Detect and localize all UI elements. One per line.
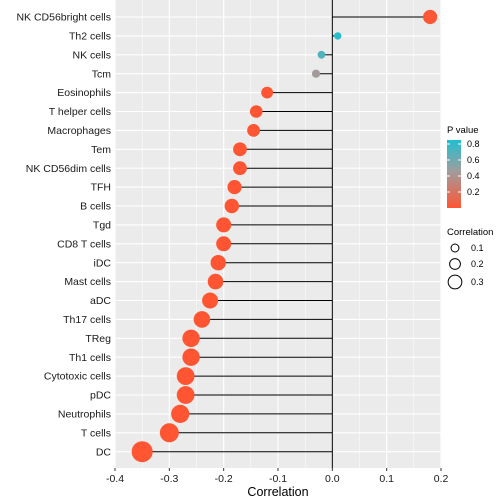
data-point [171, 404, 190, 423]
data-point [311, 69, 321, 78]
data-point [159, 423, 179, 443]
data-point [176, 386, 195, 404]
category-label: iDC [94, 257, 112, 269]
category-label: NK CD56dim cells [26, 163, 111, 175]
size-legend-label: 0.1 [471, 243, 484, 253]
category-label: TFH [91, 182, 111, 194]
category-label: Neutrophils [58, 409, 111, 421]
data-point [176, 367, 195, 385]
size-legend-circle [447, 274, 463, 290]
p-value-legend: P value 0.2 0.4 0.6 0.8 [447, 125, 480, 208]
size-legend-label: 0.3 [471, 277, 484, 287]
category-labels: NK CD56bright cells Th2 cells NK cells Tcm E… [16, 12, 111, 459]
category-label: T helper cells [49, 106, 111, 118]
category-label: Th17 cells [63, 314, 111, 326]
p-value-colorbar [447, 140, 461, 208]
category-label: TReg [85, 333, 111, 345]
category-label: Eosinophils [57, 87, 111, 99]
size-legend-title: Correlation [447, 227, 493, 238]
x-axis-title: Correlation [247, 485, 308, 499]
category-label: CD8 T cells [57, 238, 111, 250]
colorbar-tick-label: 0.4 [467, 171, 480, 181]
size-legend-circle [449, 258, 461, 270]
data-point [182, 348, 200, 366]
data-point [182, 329, 200, 347]
data-point [193, 311, 211, 328]
x-tick-label: -0.2 [215, 473, 233, 485]
x-tick-label: 0.2 [434, 473, 449, 485]
category-label: aDC [90, 295, 111, 307]
data-point [216, 236, 232, 252]
colorbar-tick-label: 0.8 [467, 139, 480, 149]
category-label: B cells [80, 201, 111, 213]
x-tick-labels: -0.4 -0.3 -0.2 -0.1 0.0 0.1 0.2 [106, 468, 448, 485]
data-point [233, 161, 247, 176]
p-value-legend-title: P value [447, 125, 479, 136]
correlation-size-legend: Correlation 0.1 0.2 0.3 [447, 227, 493, 290]
category-label: NK cells [72, 49, 111, 61]
data-point [249, 105, 263, 118]
x-tick-label: -0.3 [160, 473, 178, 485]
category-label: Tcm [92, 68, 112, 80]
category-label: Macrophages [47, 125, 111, 137]
data-point [207, 273, 224, 290]
p-value-legend-ticks: 0.2 0.4 0.6 0.8 [447, 139, 480, 197]
x-tick-label: -0.4 [106, 473, 124, 485]
category-label: Tgd [93, 220, 111, 232]
category-label: Mast cells [64, 276, 111, 288]
category-label: NK CD56bright cells [16, 12, 111, 24]
data-point [202, 292, 219, 309]
data-point [334, 32, 342, 40]
size-legend-label: 0.2 [471, 259, 484, 269]
category-label: Th1 cells [69, 352, 111, 364]
stems [142, 16, 431, 453]
data-point [210, 255, 226, 271]
data-point [224, 198, 240, 214]
size-legend-circle [450, 243, 460, 253]
category-label: T cells [81, 427, 111, 439]
x-tick-label: 0.1 [379, 473, 394, 485]
colorbar-tick-label: 0.2 [467, 187, 480, 197]
category-label: Th2 cells [69, 31, 111, 43]
data-point [261, 86, 274, 99]
category-label: Cytotoxic cells [44, 371, 111, 383]
category-label: DC [96, 446, 112, 458]
points [131, 9, 438, 463]
data-point [131, 441, 153, 463]
data-point [423, 9, 438, 25]
data-point [227, 180, 242, 195]
category-label: Tem [91, 144, 111, 156]
x-tick-label: -0.1 [269, 473, 287, 485]
size-legend-items: 0.1 0.2 0.3 [447, 243, 484, 290]
data-point [317, 50, 326, 59]
data-point [233, 142, 247, 157]
colorbar-tick-label: 0.6 [467, 155, 480, 165]
category-label: pDC [90, 390, 111, 402]
data-point [216, 217, 232, 233]
x-tick-label: 0.0 [325, 473, 340, 485]
data-point [247, 123, 260, 137]
